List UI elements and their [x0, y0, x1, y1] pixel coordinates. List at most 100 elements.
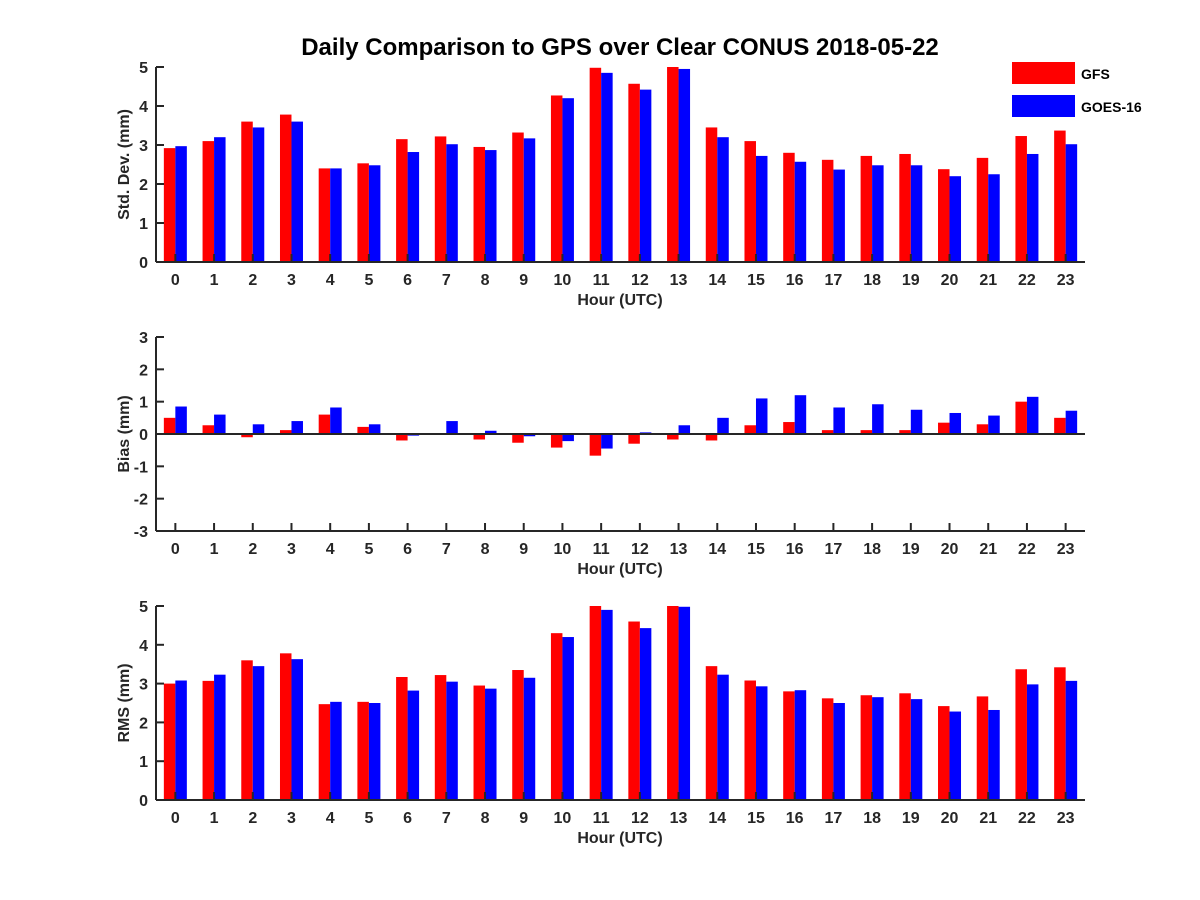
bar-bias-goes16-10 [562, 434, 574, 442]
x-tick-label-rms-4: 4 [326, 810, 335, 827]
x-tick-label-rms-20: 20 [941, 810, 959, 827]
bar-bias-goes16-0 [175, 406, 187, 434]
bar-rms-gfs-3 [279, 653, 292, 800]
x-tick-label-std-16: 16 [786, 272, 804, 289]
x-tick-label-std-12: 12 [631, 272, 649, 289]
bar-std-gfs-17 [821, 159, 834, 262]
bar-bias-gfs-13 [667, 434, 679, 440]
y-axis-label-rms: RMS (mm) [116, 663, 133, 742]
x-tick-label-bias-23: 23 [1057, 541, 1075, 558]
bar-bias-gfs-21 [976, 424, 989, 434]
bar-std-goes16-7 [446, 144, 458, 262]
y-tick-label-rms-3: 3 [139, 677, 148, 694]
bar-std-gfs-23 [1054, 130, 1066, 262]
bar-bias-gfs-23 [1054, 417, 1066, 434]
y-tick-label-rms-1: 1 [139, 754, 148, 771]
x-tick-label-std-22: 22 [1018, 272, 1036, 289]
bar-std-goes16-14 [717, 137, 729, 262]
x-tick-label-std-4: 4 [326, 272, 335, 289]
y-tick-label-rms-4: 4 [139, 638, 148, 655]
bar-bias-gfs-3 [279, 430, 292, 434]
y-tick-label-rms-2: 2 [139, 715, 148, 732]
bar-std-goes16-10 [562, 98, 574, 262]
bar-rms-goes16-1 [214, 674, 226, 800]
bar-std-gfs-10 [550, 95, 563, 262]
x-tick-label-std-21: 21 [979, 272, 997, 289]
bar-rms-gfs-11 [589, 606, 602, 800]
bar-rms-goes16-19 [910, 699, 923, 800]
bar-bias-goes16-16 [794, 395, 807, 434]
x-tick-label-std-6: 6 [403, 272, 412, 289]
bar-std-gfs-15 [744, 141, 756, 262]
bar-std-goes16-23 [1065, 144, 1078, 262]
legend-label-gfs: GFS [1081, 66, 1110, 82]
bar-rms-gfs-5 [357, 701, 369, 800]
bar-rms-gfs-4 [318, 704, 331, 800]
bar-rms-goes16-11 [601, 609, 613, 800]
bar-bias-goes16-18 [872, 404, 884, 434]
bar-rms-goes16-12 [639, 628, 652, 800]
x-tick-label-bias-2: 2 [248, 541, 257, 558]
bar-rms-gfs-17 [821, 698, 834, 800]
x-tick-label-bias-15: 15 [747, 541, 765, 558]
bar-rms-goes16-18 [872, 697, 884, 800]
x-tick-label-rms-13: 13 [670, 810, 688, 827]
bar-rms-gfs-21 [976, 696, 989, 800]
x-tick-label-std-7: 7 [442, 272, 451, 289]
bar-rms-gfs-6 [396, 677, 408, 800]
bar-bias-goes16-23 [1065, 410, 1078, 434]
bar-rms-gfs-0 [163, 683, 176, 800]
bar-std-goes16-2 [252, 127, 265, 262]
x-tick-label-rms-8: 8 [481, 810, 490, 827]
x-tick-label-rms-15: 15 [747, 810, 765, 827]
bar-bias-gfs-9 [512, 434, 524, 443]
bar-bias-gfs-4 [318, 414, 331, 434]
x-tick-label-bias-6: 6 [403, 541, 412, 558]
bar-std-gfs-7 [434, 136, 447, 262]
bar-bias-gfs-15 [744, 425, 756, 434]
bar-rms-goes16-13 [678, 606, 691, 800]
bar-std-goes16-13 [678, 68, 691, 262]
x-tick-label-bias-20: 20 [941, 541, 959, 558]
x-tick-label-rms-14: 14 [708, 810, 726, 827]
x-tick-label-rms-5: 5 [364, 810, 373, 827]
bar-std-gfs-2 [241, 121, 253, 262]
x-tick-label-std-20: 20 [941, 272, 959, 289]
bar-std-goes16-3 [291, 121, 303, 262]
x-tick-label-rms-3: 3 [287, 810, 296, 827]
x-tick-label-std-17: 17 [824, 272, 842, 289]
bar-bias-goes16-17 [833, 407, 845, 434]
bar-rms-goes16-10 [562, 637, 574, 800]
x-tick-label-rms-19: 19 [902, 810, 920, 827]
x-tick-label-bias-5: 5 [364, 541, 373, 558]
bar-bias-goes16-1 [214, 414, 226, 434]
x-tick-label-std-9: 9 [519, 272, 528, 289]
bar-rms-gfs-13 [667, 606, 679, 800]
legend-swatch-gfs [1012, 62, 1075, 84]
x-tick-label-bias-0: 0 [171, 541, 180, 558]
x-tick-label-rms-10: 10 [554, 810, 572, 827]
bar-rms-goes16-20 [949, 711, 962, 800]
x-tick-label-bias-19: 19 [902, 541, 920, 558]
bar-rms-gfs-2 [241, 660, 253, 800]
x-tick-label-std-23: 23 [1057, 272, 1075, 289]
x-tick-label-std-11: 11 [593, 272, 610, 289]
bar-bias-goes16-20 [949, 412, 962, 434]
x-tick-label-rms-11: 11 [593, 810, 610, 827]
bar-rms-goes16-23 [1065, 680, 1078, 800]
x-axis-label-std: Hour (UTC) [577, 292, 662, 309]
y-tick-label-bias-3: 3 [139, 330, 148, 347]
bar-std-gfs-18 [860, 155, 873, 262]
bar-std-goes16-22 [1026, 153, 1039, 262]
bar-bias-goes16-22 [1026, 396, 1039, 434]
bar-std-gfs-14 [705, 127, 718, 262]
x-tick-label-std-15: 15 [747, 272, 765, 289]
y-tick-label-std-2: 2 [139, 177, 148, 194]
bar-std-gfs-5 [357, 163, 369, 262]
bar-rms-goes16-16 [794, 690, 807, 800]
bar-std-gfs-19 [899, 153, 911, 262]
bar-rms-goes16-5 [368, 703, 381, 800]
